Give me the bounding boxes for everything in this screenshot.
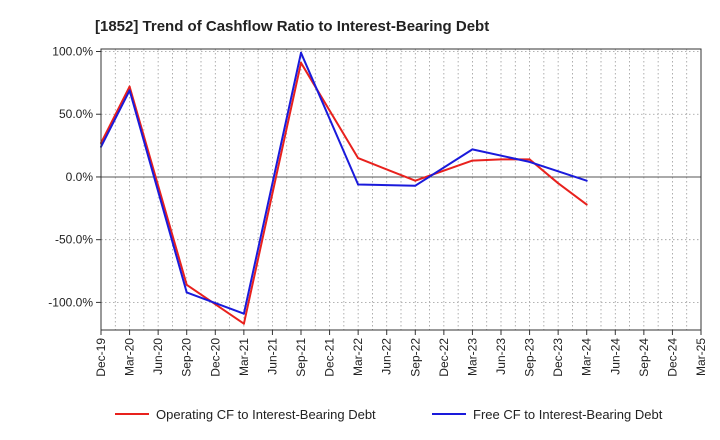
data-point: [357, 157, 360, 160]
x-tick-label: Sep-20: [180, 338, 194, 377]
x-tick-label: Mar-21: [237, 338, 251, 376]
y-tick-label: 100.0%: [52, 45, 93, 59]
data-point: [500, 158, 502, 161]
y-axis: 100.0% 50.0% 0.0% -50.0% -100.0%: [48, 45, 101, 309]
data-point: [128, 89, 131, 92]
legend: Operating CF to Interest-Bearing Debt Fre…: [115, 407, 663, 422]
y-tick-label: 50.0%: [59, 107, 93, 121]
x-tick-label: Mar-24: [580, 338, 594, 376]
data-point: [585, 179, 588, 182]
series-line-2: [100, 51, 588, 315]
data-point: [414, 184, 417, 187]
data-point: [414, 179, 417, 182]
y-tick-label: -100.0%: [48, 295, 93, 309]
data-point: [557, 182, 560, 185]
data-point: [585, 203, 588, 206]
x-tick-label: Mar-23: [465, 338, 479, 376]
x-tick-label: Sep-24: [637, 338, 651, 377]
x-tick-label: Dec-19: [94, 338, 108, 377]
data-point: [185, 291, 188, 294]
vertical-gridlines: [100, 49, 702, 330]
x-tick-label: Mar-20: [123, 338, 137, 376]
x-tick-label: Sep-21: [294, 338, 308, 377]
x-tick-label: Jun-21: [265, 338, 279, 375]
x-tick-label: Mar-22: [351, 338, 365, 376]
data-point: [471, 159, 474, 162]
x-tick-label: Dec-24: [665, 338, 679, 377]
data-point: [357, 183, 360, 186]
x-tick-label: Dec-22: [437, 338, 451, 377]
x-tick-label: Jun-22: [380, 338, 394, 375]
data-point: [242, 312, 245, 315]
legend-label-1: Operating CF to Interest-Bearing Debt: [156, 407, 376, 422]
x-tick-label: Jun-24: [608, 338, 622, 375]
data-point: [528, 160, 531, 163]
x-tick-label: Sep-23: [523, 338, 537, 377]
x-tick-label: Jun-23: [494, 338, 508, 375]
data-point: [300, 51, 302, 54]
data-point: [528, 158, 531, 161]
x-tick-label: Dec-20: [208, 338, 222, 377]
y-tick-label: 0.0%: [66, 170, 94, 184]
data-point: [300, 61, 302, 64]
y-tick-label: -50.0%: [55, 233, 93, 247]
chart-title: [1852] Trend of Cashflow Ratio to Intere…: [95, 18, 489, 35]
series-layer: [100, 51, 588, 325]
x-tick-label: Mar-25: [694, 338, 708, 376]
data-point: [128, 85, 131, 88]
legend-label-2: Free CF to Interest-Bearing Debt: [473, 407, 663, 422]
x-tick-label: Dec-23: [551, 338, 565, 377]
x-tick-label: Dec-21: [323, 338, 337, 377]
x-tick-label: Sep-22: [408, 338, 422, 377]
plot-frame: [100, 48, 702, 331]
plot-area: [100, 48, 702, 331]
data-point: [242, 322, 245, 325]
data-point: [471, 148, 474, 151]
x-axis: Dec-19 Mar-20 Jun-20 Sep-20 Dec-20 Mar-21 Jun-…: [94, 330, 708, 377]
x-tick-label: Jun-20: [151, 338, 165, 375]
data-point: [185, 283, 188, 286]
